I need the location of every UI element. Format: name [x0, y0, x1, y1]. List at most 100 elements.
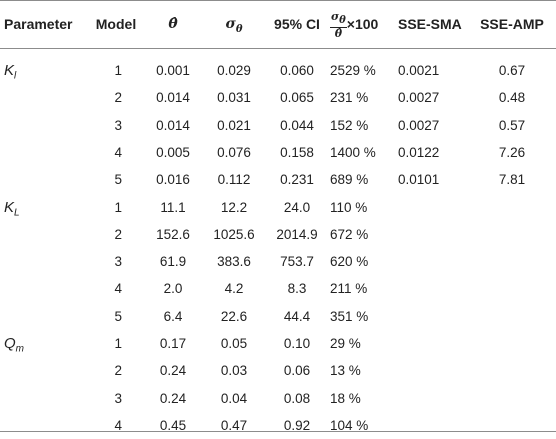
table-row: 3 61.9 383.6 753.7 620 % [0, 248, 556, 275]
table-row: Qm 1 0.17 0.05 0.10 29 % [0, 330, 556, 357]
cell-ci: 0.044 [280, 117, 314, 133]
cell-estimate: 0.014 [156, 90, 190, 106]
cell-sse-amp [472, 275, 552, 302]
cell-model: 5 [114, 308, 122, 324]
table-row: 4 0.45 0.47 0.92 104 % [0, 412, 556, 439]
cell-parameter [4, 275, 90, 302]
cell-cv: 211 % [330, 281, 368, 297]
cell-std-err: 0.03 [220, 363, 248, 379]
cell-sse-amp: 0.48 [498, 90, 526, 106]
cell-estimate: 0.45 [159, 417, 187, 433]
cell-estimate: 0.001 [156, 63, 190, 78]
cell-estimate: 0.24 [159, 390, 187, 406]
cell-sse-sma: 0.0101 [398, 172, 440, 188]
cell-cv: 152 % [330, 117, 369, 133]
cell-cv: 351 % [330, 308, 369, 324]
cv-fraction: σθ θ̂ [330, 9, 347, 40]
cell-model: 3 [114, 254, 122, 270]
table-bottom-rule [0, 431, 556, 432]
cell-cv: 231 % [330, 90, 369, 106]
cell-std-err: 0.021 [217, 117, 251, 133]
cell-sse-sma [398, 221, 468, 248]
cv-suffix: ×100 [346, 16, 379, 32]
cell-estimate: 0.24 [159, 363, 187, 379]
header-cv: σθ θ̂ ×100 [330, 0, 392, 48]
cell-std-err: 1025.6 [213, 226, 255, 242]
cell-ci: 2014.9 [276, 226, 318, 242]
cell-cv: 620 % [330, 254, 369, 270]
table-row: Kl 1 0.001 0.029 0.060 2529 % 0.0021 0.67 [0, 57, 556, 84]
header-std-err: σθ [225, 16, 243, 35]
cell-sse-amp [472, 303, 552, 330]
table-row: 2 0.014 0.031 0.065 231 % 0.0027 0.48 [0, 84, 556, 111]
cell-cv: 110 % [330, 199, 368, 215]
cell-ci: 8.3 [287, 281, 307, 297]
cv-fraction-denominator: θ̂ [334, 26, 343, 40]
cell-sse-amp [472, 385, 552, 412]
cell-model: 2 [114, 226, 122, 242]
cell-parameter [4, 248, 90, 275]
cell-std-err: 12.2 [220, 199, 248, 215]
cell-sse-sma [398, 412, 468, 439]
cell-std-err: 383.6 [217, 254, 251, 270]
cell-model: 3 [114, 390, 122, 406]
cell-sse-sma [398, 330, 468, 357]
cell-cv: 18 % [330, 390, 361, 406]
table-top-rule [0, 0, 556, 1]
cell-model: 4 [114, 417, 122, 433]
cell-estimate: 2.0 [163, 281, 183, 297]
table-row: 5 6.4 22.6 44.4 351 % [0, 303, 556, 330]
table-header-row: Parameter Model θ̂ σθ 95% CI σθ θ̂ ×100 … [0, 0, 556, 48]
cell-sse-amp [472, 221, 552, 248]
cell-sse-amp: 7.26 [498, 144, 526, 160]
cell-parameter [4, 385, 90, 412]
cell-ci: 0.065 [280, 90, 314, 106]
cell-sse-sma [398, 248, 468, 275]
cell-sse-amp [472, 330, 552, 357]
cell-ci: 0.231 [280, 172, 314, 188]
cell-sse-sma: 0.0021 [398, 63, 440, 78]
cell-model: 4 [114, 281, 122, 297]
cell-std-err: 0.076 [217, 144, 251, 160]
header-sse-amp: SSE-AMP [480, 16, 544, 32]
cell-estimate: 0.016 [156, 172, 190, 188]
cell-parameter [4, 112, 90, 139]
cell-model: 4 [114, 144, 122, 160]
cell-sse-sma: 0.0027 [398, 90, 440, 106]
cell-sse-sma [398, 385, 468, 412]
cell-model: 5 [114, 172, 122, 188]
cell-std-err: 0.029 [217, 63, 251, 78]
table-row: 2 0.24 0.03 0.06 13 % [0, 357, 556, 384]
cell-ci: 24.0 [283, 199, 311, 215]
cell-cv: 672 % [330, 226, 369, 242]
cell-std-err: 0.112 [217, 172, 251, 188]
cell-ci: 0.158 [280, 144, 314, 160]
cell-sse-sma [398, 275, 468, 302]
header-estimate: θ̂ [168, 16, 178, 32]
parameter-subscript: L [14, 207, 20, 219]
cell-std-err: 22.6 [220, 308, 248, 324]
table-row: 2 152.6 1025.6 2014.9 672 % [0, 221, 556, 248]
cell-cv: 689 % [330, 172, 369, 188]
cell-estimate: 61.9 [159, 254, 187, 270]
header-model: Model [95, 16, 137, 32]
cell-estimate: 11.1 [160, 199, 186, 215]
cell-estimate: 0.014 [156, 117, 190, 133]
cell-parameter [4, 303, 90, 330]
cell-estimate: 152.6 [156, 226, 190, 242]
cell-sse-sma: 0.0122 [398, 144, 440, 160]
cell-std-err: 0.05 [220, 336, 248, 351]
table-row: 3 0.24 0.04 0.08 18 % [0, 385, 556, 412]
cell-sse-amp: 0.67 [498, 63, 526, 78]
cell-ci: 44.4 [283, 308, 311, 324]
parameter-symbol: K [4, 62, 15, 79]
cv-fraction-numerator: σθ [330, 9, 347, 28]
cell-cv: 29 % [330, 336, 361, 351]
cell-sse-sma [398, 194, 468, 221]
cell-cv: 2529 % [330, 63, 376, 78]
parameter-symbol: Q [4, 335, 16, 352]
cell-ci: 0.10 [283, 336, 311, 351]
cell-std-err: 4.2 [224, 281, 244, 297]
cell-model: 1 [114, 199, 122, 215]
header-parameter: Parameter [4, 16, 73, 32]
